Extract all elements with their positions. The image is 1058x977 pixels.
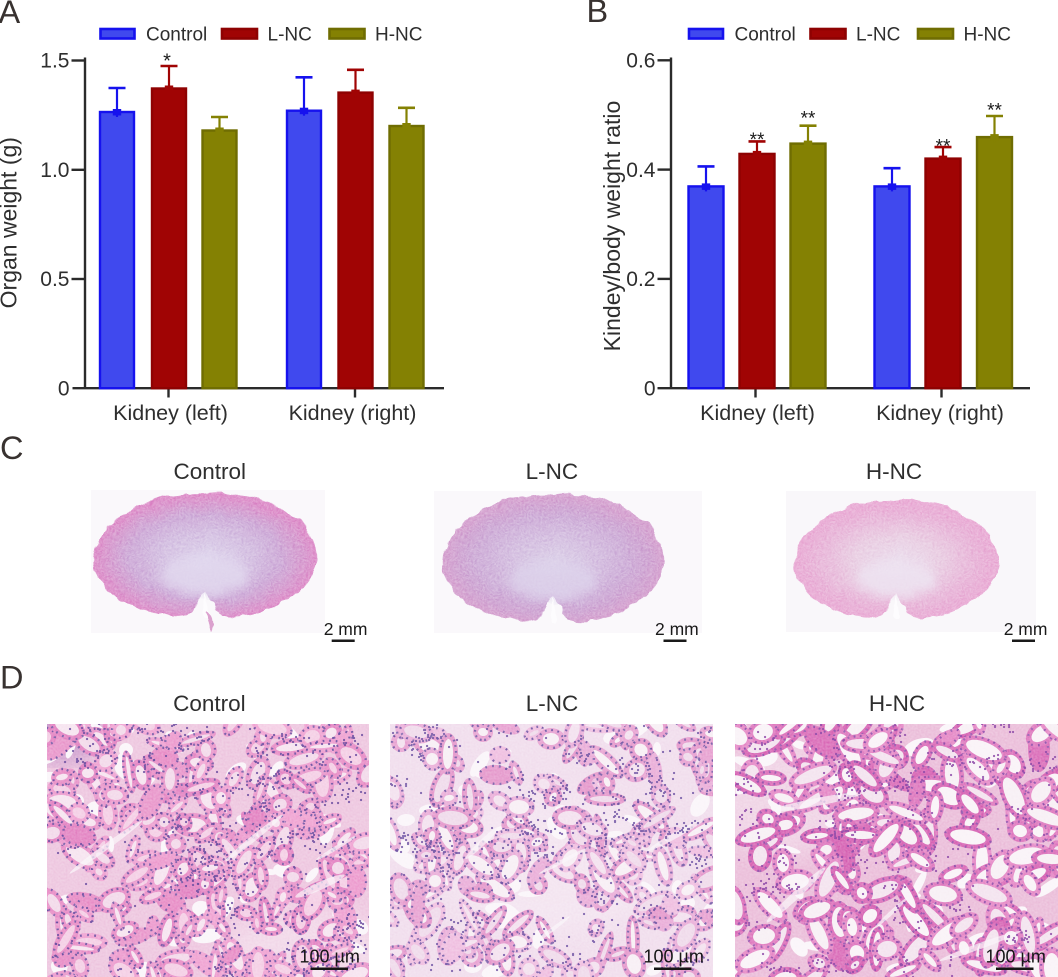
svg-text:Control: Control: [735, 25, 796, 46]
svg-text:**: **: [936, 137, 951, 158]
svg-text:1.5: 1.5: [40, 50, 69, 73]
svg-text:H-NC: H-NC: [869, 691, 925, 716]
svg-text:Kidney (right): Kidney (right): [289, 401, 417, 425]
svg-text:100 µm: 100 µm: [644, 947, 704, 967]
svg-text:*: *: [163, 51, 171, 73]
svg-text:L-NC: L-NC: [526, 691, 579, 716]
svg-text:A: A: [0, 0, 21, 30]
svg-text:H-NC: H-NC: [866, 459, 922, 484]
svg-text:0.6: 0.6: [626, 50, 655, 73]
svg-text:**: **: [750, 130, 765, 151]
svg-text:C: C: [0, 430, 23, 466]
svg-text:100 µm: 100 µm: [300, 947, 360, 967]
svg-text:L-NC: L-NC: [268, 25, 312, 46]
svg-text:1.0: 1.0: [40, 159, 69, 182]
svg-text:0.5: 0.5: [40, 268, 69, 291]
svg-text:2 mm: 2 mm: [324, 619, 368, 639]
svg-text:B: B: [587, 0, 609, 29]
svg-text:Organ weight (g): Organ weight (g): [0, 137, 22, 308]
svg-text:**: **: [987, 101, 1002, 122]
svg-text:100 µm: 100 µm: [986, 947, 1046, 967]
svg-text:Control: Control: [146, 25, 207, 46]
svg-text:2 mm: 2 mm: [1004, 619, 1048, 639]
svg-text:H-NC: H-NC: [375, 25, 423, 46]
svg-text:Kindey/body weight ratio: Kindey/body weight ratio: [599, 101, 625, 352]
svg-text:Control: Control: [173, 691, 246, 716]
svg-text:0: 0: [644, 377, 656, 400]
svg-text:0: 0: [58, 377, 70, 400]
svg-text:Control: Control: [174, 459, 247, 484]
svg-text:L-NC: L-NC: [526, 459, 579, 484]
svg-text:**: **: [801, 109, 816, 130]
svg-text:0.2: 0.2: [626, 268, 655, 291]
svg-text:Kidney (left): Kidney (left): [113, 401, 228, 425]
svg-text:D: D: [0, 660, 23, 696]
svg-text:H-NC: H-NC: [964, 25, 1012, 46]
svg-text:0.4: 0.4: [626, 159, 656, 182]
svg-text:Kidney (left): Kidney (left): [700, 401, 815, 425]
svg-text:2 mm: 2 mm: [655, 619, 699, 639]
svg-text:Kidney (right): Kidney (right): [876, 401, 1004, 425]
svg-text:L-NC: L-NC: [856, 25, 900, 46]
